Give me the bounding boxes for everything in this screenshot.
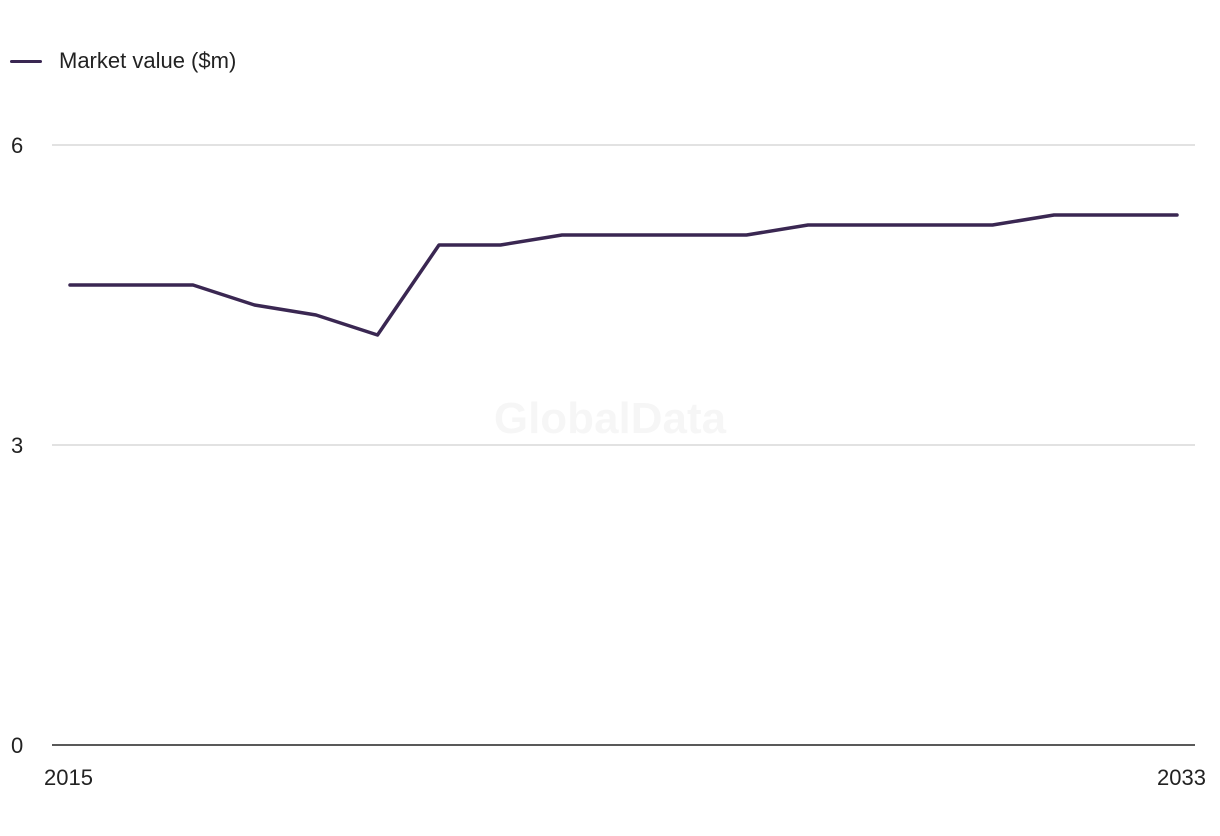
tick-labels: 0 3 6 2015 2033 xyxy=(11,133,1206,790)
legend-label: Market value ($m) xyxy=(59,48,237,73)
data-point-2025 xyxy=(683,233,687,237)
data-point-2023 xyxy=(560,233,564,237)
data-point-2031 xyxy=(1052,213,1056,217)
y-tick-label-0: 0 xyxy=(11,733,23,758)
data-point-2019 xyxy=(314,313,318,317)
data-point-2028 xyxy=(868,223,872,227)
data-point-2020 xyxy=(376,333,380,337)
y-tick-label-6: 6 xyxy=(11,133,23,158)
y-tick-label-3: 3 xyxy=(11,433,23,458)
data-point-2015 xyxy=(68,283,72,287)
data-point-2033 xyxy=(1175,213,1179,217)
data-point-2017 xyxy=(191,283,195,287)
data-point-2030 xyxy=(991,223,995,227)
data-point-2022 xyxy=(499,243,503,247)
data-point-2018 xyxy=(253,303,257,307)
legend: Market value ($m) xyxy=(10,46,236,76)
x-tick-label-last: 2033 xyxy=(1157,765,1206,790)
data-point-2032 xyxy=(1114,213,1118,217)
series-line-0 xyxy=(68,213,1179,337)
data-point-2024 xyxy=(622,233,626,237)
data-point-2016 xyxy=(130,283,134,287)
data-point-2027 xyxy=(806,223,810,227)
series-layer xyxy=(68,213,1179,337)
data-point-2026 xyxy=(745,233,749,237)
legend-swatch xyxy=(10,59,42,63)
data-point-2029 xyxy=(929,223,933,227)
data-point-2021 xyxy=(437,243,441,247)
watermark-text: GlobalData xyxy=(494,394,727,443)
gridlines xyxy=(52,144,1195,446)
x-tick-label-first: 2015 xyxy=(44,765,93,790)
